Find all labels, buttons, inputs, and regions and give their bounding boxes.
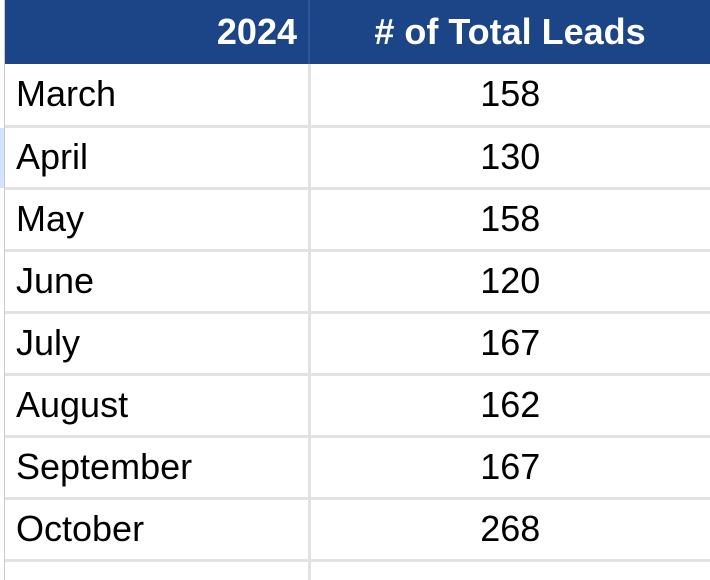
header-row: 2024 # of Total Leads <box>5 0 710 64</box>
table-row: July 167 <box>5 312 710 376</box>
cell-month[interactable]: August <box>5 374 311 438</box>
header-cell-total-leads[interactable]: # of Total Leads <box>309 0 710 64</box>
table-row: April 130 <box>5 126 710 190</box>
cell-leads[interactable]: 158 <box>309 188 710 252</box>
cell-month[interactable]: September <box>5 436 311 500</box>
empty-row <box>5 560 710 580</box>
row-selection-indicator <box>0 128 4 188</box>
cell-month[interactable]: October <box>5 498 311 562</box>
cell-leads[interactable]: 167 <box>309 312 710 376</box>
cell-leads[interactable]: 268 <box>309 498 710 562</box>
table-row: May 158 <box>5 188 710 252</box>
cell-month[interactable]: June <box>5 250 311 314</box>
header-cell-year[interactable]: 2024 <box>5 0 310 64</box>
table-row: August 162 <box>5 374 710 438</box>
table-row: June 120 <box>5 250 710 314</box>
cell-month[interactable]: May <box>5 188 311 252</box>
leads-table: 2024 # of Total Leads March 158 April 13… <box>5 0 710 580</box>
cell-leads[interactable]: 158 <box>309 64 710 128</box>
row-header-strip[interactable] <box>0 0 5 580</box>
table-row: March 158 <box>5 64 710 128</box>
cell-leads[interactable]: 120 <box>309 250 710 314</box>
cell-month[interactable]: April <box>5 126 311 190</box>
cell-leads[interactable]: 167 <box>309 436 710 500</box>
cell-leads[interactable]: 130 <box>309 126 710 190</box>
table-row: October 268 <box>5 498 710 562</box>
cell-month[interactable]: March <box>5 64 311 128</box>
cell-empty[interactable] <box>309 560 710 580</box>
cell-leads[interactable]: 162 <box>309 374 710 438</box>
cell-empty[interactable] <box>5 560 311 580</box>
cell-month[interactable]: July <box>5 312 311 376</box>
table-row: September 167 <box>5 436 710 500</box>
